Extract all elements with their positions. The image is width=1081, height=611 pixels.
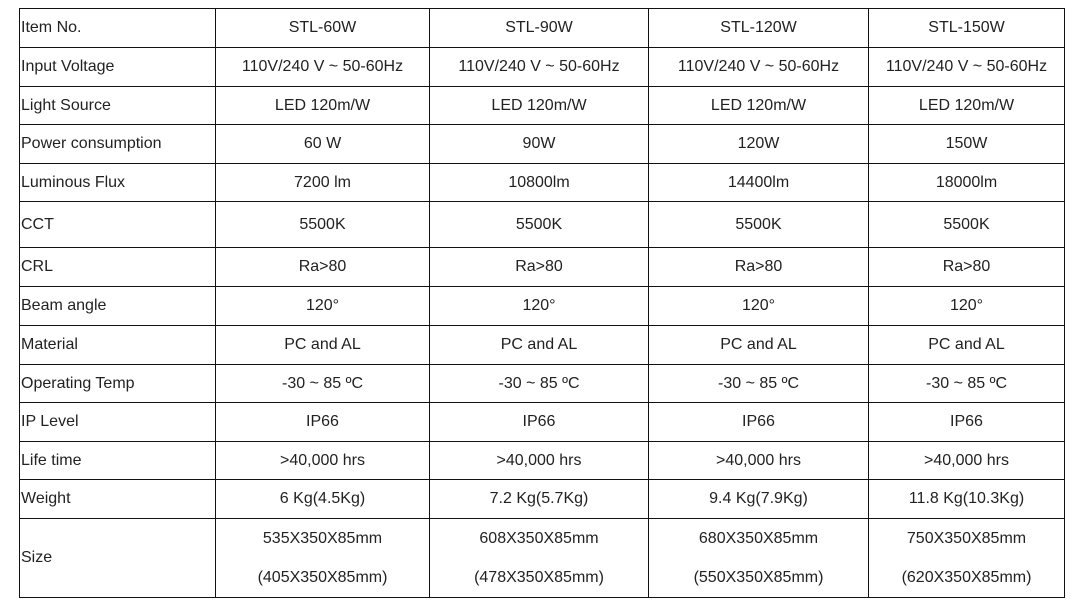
row-label: CCT	[19, 201, 216, 248]
spec-value: 120W	[648, 124, 869, 164]
spec-row: IP Level IP66 IP66 IP66 IP66	[19, 402, 1065, 442]
spec-value: >40,000 hrs	[648, 441, 869, 480]
model-header: STL-90W	[429, 8, 649, 48]
spec-row: Material PC and AL PC and AL PC and AL PC an…	[19, 325, 1065, 365]
spec-value: IP66	[215, 402, 430, 442]
row-label: Luminous Flux	[19, 163, 216, 202]
spec-row: Beam angle 120° 120° 120° 120°	[19, 286, 1065, 326]
size-dimension-alt: (550X350X85mm)	[693, 569, 824, 586]
spec-value: 18000lm	[868, 163, 1065, 202]
spec-value: IP66	[429, 402, 649, 442]
row-label: Operating Temp	[19, 364, 216, 403]
spec-value: 120°	[648, 286, 869, 326]
size-dimension: 680X350X85mm	[698, 530, 819, 547]
model-header: STL-150W	[868, 8, 1065, 48]
spec-value: 10800lm	[429, 163, 649, 202]
spec-row: Life time >40,000 hrs >40,000 hrs >40,000 h…	[19, 441, 1065, 480]
spec-value: 6 Kg(4.5Kg)	[215, 479, 430, 519]
spec-value: 120°	[215, 286, 430, 326]
spec-row: Luminous Flux 7200 lm 10800lm 14400lm 18000l…	[19, 163, 1065, 202]
spec-value: Ra>80	[648, 247, 869, 287]
size-dimension-alt: (478X350X85mm)	[474, 569, 604, 586]
spec-value: 7200 lm	[215, 163, 430, 202]
spec-value: >40,000 hrs	[429, 441, 649, 480]
row-label: Weight	[19, 479, 216, 519]
spec-value: >40,000 hrs	[215, 441, 430, 480]
spec-value: -30 ~ 85 ºC	[868, 364, 1065, 403]
spec-value: Ra>80	[868, 247, 1065, 287]
spec-value: 110V/240 V ~ 50-60Hz	[648, 47, 869, 87]
spec-value: -30 ~ 85 ºC	[215, 364, 430, 403]
spec-value: 7.2 Kg(5.7Kg)	[429, 479, 649, 519]
spec-value: PC and AL	[648, 325, 869, 365]
spec-value: LED 120m/W	[868, 86, 1065, 125]
model-header: STL-120W	[648, 8, 869, 48]
spec-value: LED 120m/W	[215, 86, 430, 125]
row-label: Item No.	[19, 8, 216, 48]
size-value: 535X350X85mm (405X350X85mm)	[215, 518, 430, 598]
spec-row: CRL Ra>80 Ra>80 Ra>80 Ra>80	[19, 247, 1065, 287]
spec-value: LED 120m/W	[429, 86, 649, 125]
row-label: Life time	[19, 441, 216, 480]
spec-value: LED 120m/W	[648, 86, 869, 125]
size-dimension: 608X350X85mm	[479, 530, 599, 547]
spec-value: PC and AL	[215, 325, 430, 365]
spec-value: 60 W	[215, 124, 430, 164]
size-row: Size 535X350X85mm (405X350X85mm) 608X350X85…	[19, 518, 1065, 598]
row-label: Input Voltage	[19, 47, 216, 87]
size-value: 750X350X85mm (620X350X85mm)	[868, 518, 1065, 598]
spec-value: PC and AL	[868, 325, 1065, 365]
size-dimension-alt: (620X350X85mm)	[901, 569, 1032, 586]
size-dimension: 535X350X85mm	[262, 530, 383, 547]
spec-value: 11.8 Kg(10.3Kg)	[868, 479, 1065, 519]
spec-value: 110V/240 V ~ 50-60Hz	[429, 47, 649, 87]
spec-row: CCT 5500K 5500K 5500K 5500K	[19, 201, 1065, 248]
spec-value: PC and AL	[429, 325, 649, 365]
header-row: Item No. STL-60W STL-90W STL-120W STL-15…	[19, 8, 1065, 48]
spec-value: 110V/240 V ~ 50-60Hz	[215, 47, 430, 87]
spec-value: 5500K	[215, 201, 430, 248]
row-label: Power consumption	[19, 124, 216, 164]
spec-row: Power consumption 60 W 90W 120W 150W	[19, 124, 1065, 164]
size-value: 608X350X85mm (478X350X85mm)	[429, 518, 649, 598]
model-header: STL-60W	[215, 8, 430, 48]
spec-row: Light Source LED 120m/W LED 120m/W LED 120m…	[19, 86, 1065, 125]
spec-value: 120°	[429, 286, 649, 326]
spec-row: Operating Temp -30 ~ 85 ºC -30 ~ 85 ºC -30 …	[19, 364, 1065, 403]
spec-value: 5500K	[868, 201, 1065, 248]
spec-value: IP66	[868, 402, 1065, 442]
size-dimension-alt: (405X350X85mm)	[257, 569, 388, 586]
spec-row: Weight 6 Kg(4.5Kg) 7.2 Kg(5.7Kg) 9.4 Kg(7.9…	[19, 479, 1065, 519]
spec-value: -30 ~ 85 ºC	[429, 364, 649, 403]
row-label: Size	[19, 518, 216, 598]
spec-value: IP66	[648, 402, 869, 442]
spec-value: 120°	[868, 286, 1065, 326]
spec-value: 9.4 Kg(7.9Kg)	[648, 479, 869, 519]
spec-value: Ra>80	[429, 247, 649, 287]
row-label: Light Source	[19, 86, 216, 125]
spec-value: 150W	[868, 124, 1065, 164]
row-label: Material	[19, 325, 216, 365]
spec-value: 110V/240 V ~ 50-60Hz	[868, 47, 1065, 87]
size-dimension: 750X350X85mm	[906, 530, 1027, 547]
row-label: Beam angle	[19, 286, 216, 326]
row-label: IP Level	[19, 402, 216, 442]
spec-row: Input Voltage 110V/240 V ~ 50-60Hz 110V/24…	[19, 47, 1065, 87]
spec-table: Item No. STL-60W STL-90W STL-120W STL-15…	[19, 8, 1065, 598]
row-label: CRL	[19, 247, 216, 287]
spec-value: 5500K	[429, 201, 649, 248]
spec-value: >40,000 hrs	[868, 441, 1065, 480]
size-value: 680X350X85mm (550X350X85mm)	[648, 518, 869, 598]
spec-value: Ra>80	[215, 247, 430, 287]
spec-value: 14400lm	[648, 163, 869, 202]
spec-value: -30 ~ 85 ºC	[648, 364, 869, 403]
spec-value: 90W	[429, 124, 649, 164]
spec-value: 5500K	[648, 201, 869, 248]
